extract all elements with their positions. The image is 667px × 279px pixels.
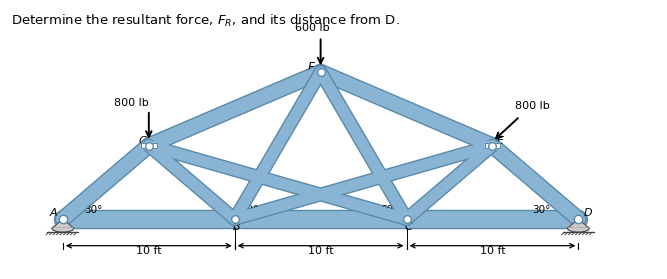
Text: $D$: $D$ xyxy=(582,206,593,218)
Polygon shape xyxy=(568,219,589,228)
Text: $C$: $C$ xyxy=(404,220,414,232)
Polygon shape xyxy=(485,143,500,148)
Text: 30°: 30° xyxy=(85,205,103,215)
Text: 600 lb: 600 lb xyxy=(295,23,329,33)
Text: 10 ft: 10 ft xyxy=(307,246,334,256)
Text: 30°: 30° xyxy=(532,205,550,215)
Text: $F$: $F$ xyxy=(307,61,315,74)
Text: $E$: $E$ xyxy=(496,134,505,146)
Polygon shape xyxy=(141,143,157,148)
Text: 800 lb: 800 lb xyxy=(515,101,550,111)
Text: 60°: 60° xyxy=(241,205,259,215)
Text: 10 ft: 10 ft xyxy=(136,246,161,256)
Text: 10 ft: 10 ft xyxy=(480,246,505,256)
Text: 60°: 60° xyxy=(380,205,398,215)
Polygon shape xyxy=(568,228,589,232)
Text: $G$: $G$ xyxy=(137,134,147,146)
Polygon shape xyxy=(52,228,74,232)
Text: $B$: $B$ xyxy=(232,220,241,232)
Text: Determine the resultant force, $F_R$, and its distance from D.: Determine the resultant force, $F_R$, an… xyxy=(11,13,400,29)
Text: 800 lb: 800 lb xyxy=(113,98,148,108)
Polygon shape xyxy=(52,219,74,228)
Text: $A$: $A$ xyxy=(49,206,59,218)
